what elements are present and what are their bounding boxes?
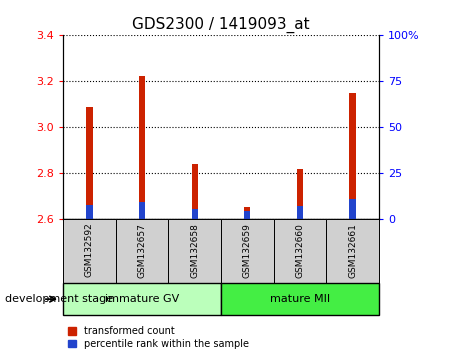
Bar: [192, 164, 198, 219]
Text: GSM132658: GSM132658: [190, 223, 199, 278]
Title: GDS2300 / 1419093_at: GDS2300 / 1419093_at: [132, 16, 310, 33]
Bar: [116, 219, 168, 283]
Bar: [139, 76, 145, 219]
Legend: transformed count, percentile rank within the sample: transformed count, percentile rank withi…: [68, 326, 249, 349]
Bar: [86, 205, 92, 219]
Bar: [139, 202, 145, 219]
Text: immature GV: immature GV: [105, 294, 179, 304]
Text: GSM132661: GSM132661: [348, 223, 357, 278]
Bar: [86, 107, 92, 219]
Bar: [326, 219, 379, 283]
Bar: [221, 219, 274, 283]
Bar: [274, 219, 326, 283]
Bar: [244, 211, 250, 219]
Bar: [192, 209, 198, 219]
Bar: [63, 219, 116, 283]
Bar: [221, 283, 379, 315]
Bar: [63, 283, 221, 315]
Bar: [297, 169, 303, 219]
Text: GSM132660: GSM132660: [295, 223, 304, 278]
Text: GSM132659: GSM132659: [243, 223, 252, 278]
Bar: [297, 206, 303, 219]
Bar: [350, 199, 356, 219]
Bar: [244, 207, 250, 219]
Text: GSM132592: GSM132592: [85, 223, 94, 278]
Bar: [168, 219, 221, 283]
Text: mature MII: mature MII: [270, 294, 330, 304]
Text: GSM132657: GSM132657: [138, 223, 147, 278]
Text: development stage: development stage: [5, 294, 113, 304]
Bar: [350, 93, 356, 219]
